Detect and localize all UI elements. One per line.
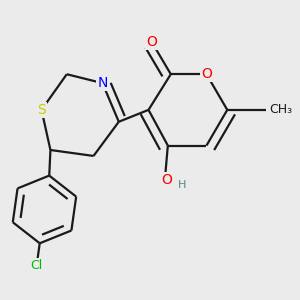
Text: S: S <box>37 103 46 117</box>
Text: CH₃: CH₃ <box>269 103 292 116</box>
Text: O: O <box>201 67 212 81</box>
Text: O: O <box>161 173 172 187</box>
Text: O: O <box>146 34 157 49</box>
Text: N: N <box>97 76 108 90</box>
Text: Cl: Cl <box>31 259 43 272</box>
Text: H: H <box>178 180 186 190</box>
